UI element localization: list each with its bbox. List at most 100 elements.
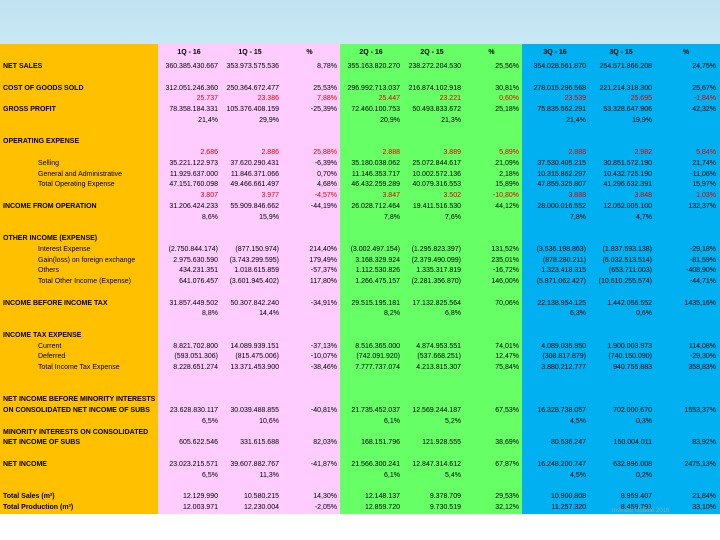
- value-cell: 0,70%: [317, 170, 337, 178]
- value-cell: 44,12%: [495, 202, 519, 210]
- value-cell: 10.432.725.190: [603, 170, 652, 178]
- row-label: General and Administrative: [38, 170, 123, 178]
- value-cell: 4,5%: [570, 417, 586, 425]
- q3-columns-bg: [522, 44, 720, 514]
- value-cell: 250.364.672.477: [226, 84, 279, 92]
- value-cell: 29,53%: [495, 493, 519, 500]
- value-cell: (537.668.251): [417, 353, 461, 361]
- value-cell: 26.028.712.464: [351, 202, 400, 210]
- value-cell: 24,75%: [692, 63, 716, 70]
- value-cell: 3.888: [568, 192, 586, 199]
- value-cell: 30.851.572.190: [603, 159, 652, 167]
- value-cell: (1.837.593.138): [602, 245, 652, 253]
- header-q1-pct: %: [306, 49, 313, 56]
- value-cell: 25,53%: [313, 84, 337, 92]
- value-cell: 702.000.670: [613, 407, 652, 414]
- header-q3-16: 3Q - 16: [543, 49, 567, 56]
- row-label: Interest Expense: [38, 245, 91, 253]
- value-cell: -29,30%: [689, 353, 716, 361]
- value-cell: 0,3%: [636, 417, 652, 425]
- value-cell: 150.004.011: [613, 439, 652, 447]
- value-cell: 42,32%: [692, 106, 716, 113]
- value-cell: (593.051.306): [174, 353, 218, 361]
- value-cell: 12.859.720: [364, 503, 400, 511]
- value-cell: (3.743.299.595): [229, 256, 279, 264]
- value-cell: 8,8%: [202, 310, 218, 318]
- value-cell: 2.888: [382, 149, 400, 156]
- value-cell: 21,09%: [495, 159, 519, 167]
- value-cell: 23.023.215.571: [169, 460, 218, 468]
- value-cell: 9.730.519: [429, 503, 461, 511]
- value-cell: 25,67%: [692, 84, 716, 92]
- value-cell: 37.620.290.431: [230, 159, 279, 167]
- value-cell: -81,59%: [689, 256, 716, 264]
- value-cell: 1.112.530.826: [355, 267, 400, 275]
- value-cell: -41,87%: [310, 460, 337, 468]
- value-cell: 29.515.195.181: [351, 299, 400, 307]
- value-cell: -37,13%: [310, 342, 337, 350]
- value-cell: 8.459.791: [620, 503, 652, 511]
- value-cell: 53.328.647.906: [603, 106, 652, 113]
- value-cell: 641.076.457: [179, 278, 218, 285]
- value-cell: 3.847: [382, 192, 400, 199]
- value-cell: 1.335.317.819: [416, 267, 461, 275]
- value-cell: -11,06%: [690, 170, 716, 178]
- value-cell: (2.750.844.174): [168, 245, 218, 253]
- value-cell: 21,74%: [692, 159, 716, 167]
- value-cell: 3.889: [443, 149, 461, 156]
- value-cell: 31.857.449.502: [169, 299, 218, 307]
- value-cell: 1553,37%: [684, 407, 716, 414]
- value-cell: 312.051.246.360: [165, 84, 218, 92]
- value-cell: (878.280.211): [542, 256, 586, 264]
- value-cell: 6,8%: [445, 310, 461, 318]
- value-cell: 11.146.353.717: [351, 170, 400, 178]
- value-cell: 3.168.329.924: [355, 256, 400, 264]
- value-cell: (742.091.920): [356, 353, 400, 361]
- header-q3-15: 3Q - 15: [609, 49, 633, 56]
- value-cell: 7,8%: [384, 213, 400, 221]
- value-cell: 25.737: [196, 95, 218, 103]
- value-cell: 21,4%: [198, 116, 218, 124]
- value-cell: 23.539: [564, 95, 586, 103]
- value-cell: 8.228.651.274: [173, 364, 218, 371]
- header-q2-pct: %: [488, 49, 495, 56]
- value-cell: 7,88%: [317, 95, 337, 103]
- value-cell: 354.028.561.870: [533, 63, 586, 70]
- value-cell: 74,01%: [495, 342, 519, 350]
- value-cell: 70,06%: [495, 299, 519, 307]
- value-cell: 0,60%: [499, 95, 519, 103]
- value-cell: -44,71%: [689, 278, 716, 285]
- row-label: Deferred: [38, 353, 66, 361]
- value-cell: 78.358.184.331: [169, 106, 218, 113]
- value-cell: 47.151.760.098: [169, 181, 218, 189]
- row-label: Selling: [38, 159, 60, 167]
- value-cell: -4,57%: [314, 192, 337, 199]
- value-cell: 3.880.212.777: [541, 364, 586, 371]
- value-cell: 25.447: [378, 95, 400, 103]
- value-cell: 4,7%: [636, 213, 652, 221]
- value-cell: -408,90%: [686, 267, 716, 275]
- value-cell: 67,87%: [495, 460, 519, 468]
- row-label: Total Operating Expense: [38, 181, 115, 189]
- value-cell: 6,1%: [384, 417, 400, 425]
- value-cell: 41.296.632.391: [603, 181, 652, 189]
- value-cell: 22.138.954.125: [537, 299, 586, 307]
- value-cell: 67,53%: [495, 407, 519, 414]
- value-cell: 7.777.737.074: [355, 364, 400, 371]
- value-cell: 72.460.100.753: [351, 106, 400, 113]
- value-cell: -16,72%: [492, 267, 519, 275]
- value-cell: (740.150.090): [608, 353, 652, 361]
- value-cell: 1.018.615.859: [234, 267, 279, 275]
- value-cell: 23.628.830.117: [169, 407, 218, 414]
- row-label: Total Other Income (Expense): [38, 278, 131, 285]
- value-cell: 16.328.738.057: [537, 407, 586, 414]
- value-cell: 25,18%: [495, 106, 519, 113]
- value-cell: 82,03%: [313, 439, 337, 447]
- value-cell: 1.900.003.973: [607, 342, 652, 350]
- value-cell: 12.003.971: [182, 503, 218, 511]
- row-label: Current: [38, 342, 62, 350]
- value-cell: 30,81%: [495, 84, 519, 92]
- header-q2-16: 2Q - 16: [359, 49, 383, 56]
- value-cell: (2.379.490.099): [411, 256, 461, 264]
- value-cell: (6.032.513.514): [602, 256, 652, 264]
